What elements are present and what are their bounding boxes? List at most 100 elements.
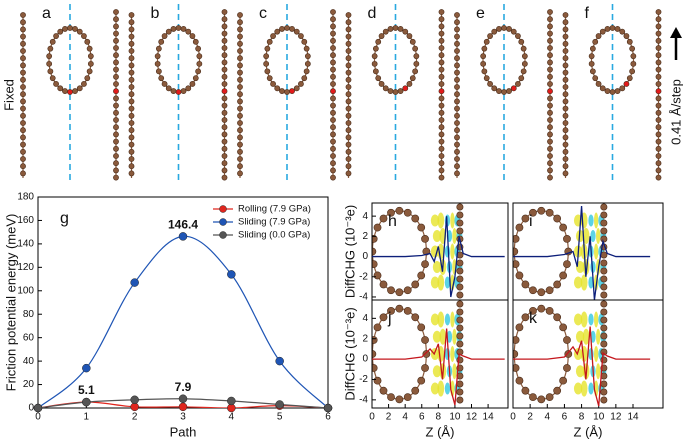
atom bbox=[545, 393, 554, 402]
atom bbox=[600, 380, 608, 388]
atom bbox=[345, 105, 352, 112]
atom bbox=[113, 59, 119, 66]
atom bbox=[113, 52, 119, 59]
atom bbox=[128, 62, 135, 69]
atom bbox=[438, 95, 445, 102]
atom bbox=[589, 45, 596, 52]
atom bbox=[454, 120, 460, 126]
atom bbox=[113, 9, 119, 15]
atom bbox=[411, 214, 420, 223]
isosurface bbox=[432, 365, 442, 378]
isosurface bbox=[595, 227, 601, 244]
atom bbox=[600, 283, 608, 291]
atom bbox=[655, 95, 662, 102]
atom bbox=[330, 124, 336, 131]
atom bbox=[345, 84, 352, 90]
legend-label: Sliding (7.9 GPa) bbox=[238, 217, 310, 228]
atom bbox=[293, 28, 300, 35]
atom bbox=[128, 127, 135, 134]
atom bbox=[289, 88, 295, 94]
atom bbox=[562, 120, 569, 126]
atom bbox=[20, 156, 26, 162]
atom bbox=[521, 60, 528, 67]
value-label: 146.4 bbox=[168, 218, 198, 232]
panel-label: k bbox=[529, 310, 538, 327]
atom bbox=[345, 127, 352, 134]
atom bbox=[221, 88, 228, 95]
atom bbox=[438, 16, 445, 23]
x-tick-label: 8 bbox=[579, 412, 585, 423]
atom bbox=[20, 134, 26, 141]
atom bbox=[600, 316, 608, 324]
atom bbox=[520, 45, 527, 52]
atom bbox=[547, 102, 553, 109]
atom bbox=[600, 267, 608, 275]
atom bbox=[20, 105, 26, 112]
atom bbox=[529, 286, 537, 295]
x-tick-label: 0 bbox=[35, 412, 41, 423]
marker bbox=[178, 394, 188, 403]
isosurface bbox=[444, 313, 451, 326]
atom bbox=[614, 26, 621, 32]
atom bbox=[438, 73, 445, 80]
atom bbox=[438, 81, 445, 87]
atom bbox=[402, 85, 409, 92]
atom bbox=[562, 105, 569, 112]
atom bbox=[438, 174, 445, 181]
x-axis-label: Z (Å) bbox=[426, 424, 455, 439]
atom bbox=[403, 306, 412, 315]
atom bbox=[195, 68, 202, 75]
isosurface bbox=[573, 313, 583, 326]
isosurface bbox=[432, 330, 442, 343]
atom bbox=[609, 89, 616, 95]
atom bbox=[221, 59, 228, 66]
atom bbox=[529, 306, 537, 315]
decoration bbox=[513, 203, 608, 299]
atom bbox=[537, 395, 546, 404]
panel-label: g bbox=[60, 210, 69, 227]
atom bbox=[438, 145, 445, 152]
atom bbox=[600, 324, 608, 332]
atom bbox=[128, 40, 135, 47]
atom bbox=[562, 163, 569, 170]
atom bbox=[20, 76, 26, 83]
atom bbox=[373, 376, 382, 385]
atom bbox=[372, 235, 378, 243]
y-tick-label: 140 bbox=[17, 239, 34, 250]
atom bbox=[330, 174, 336, 181]
atom bbox=[221, 45, 228, 51]
atom bbox=[655, 117, 662, 123]
atom bbox=[456, 267, 464, 275]
atom bbox=[421, 235, 429, 243]
atom bbox=[409, 38, 416, 45]
atom bbox=[510, 28, 517, 35]
atom bbox=[655, 88, 662, 95]
atom bbox=[600, 340, 608, 348]
atom bbox=[155, 68, 162, 75]
atom bbox=[454, 19, 460, 26]
atom bbox=[20, 148, 26, 155]
atom bbox=[454, 127, 460, 134]
atom bbox=[456, 356, 464, 364]
atom bbox=[655, 160, 662, 167]
series-line bbox=[513, 326, 651, 407]
atom bbox=[84, 38, 91, 45]
atom bbox=[379, 280, 388, 289]
isosurface bbox=[452, 227, 457, 244]
atom bbox=[515, 33, 521, 39]
atom bbox=[547, 138, 553, 145]
atom bbox=[237, 91, 243, 98]
atom bbox=[655, 66, 662, 73]
atom bbox=[382, 28, 389, 35]
atom bbox=[264, 45, 271, 52]
marker bbox=[275, 356, 284, 366]
atom bbox=[158, 38, 165, 45]
atom bbox=[547, 88, 553, 95]
atom bbox=[67, 25, 73, 31]
atom bbox=[600, 300, 608, 308]
atom bbox=[47, 68, 54, 75]
atom bbox=[345, 141, 352, 148]
atom bbox=[595, 33, 602, 39]
atom bbox=[237, 120, 243, 126]
atom bbox=[345, 120, 352, 126]
